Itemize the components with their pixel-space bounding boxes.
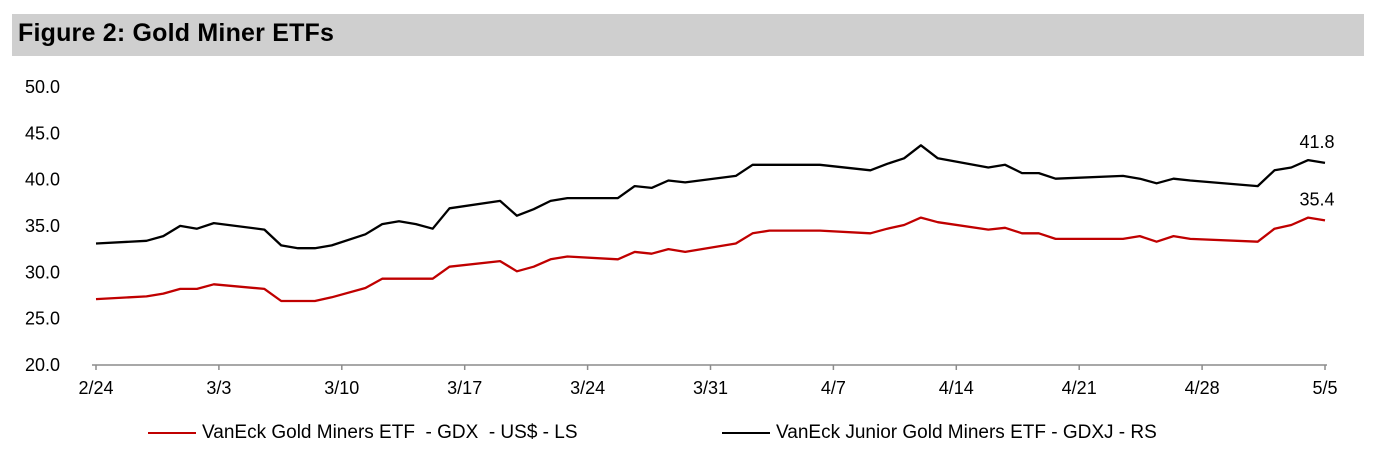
series-line-gdx [95, 216, 1326, 303]
x-tick-label: 3/17 [447, 378, 482, 398]
y-tick-label: 25.0 [25, 309, 60, 329]
y-tick-label: 30.0 [25, 262, 60, 282]
end-value-label-gdx: 35.4 [1299, 189, 1334, 209]
legend-label-gdx: VanEck Gold Miners ETF - GDX - US$ - LS [202, 422, 578, 443]
x-tick-label: 4/28 [1185, 378, 1220, 398]
legend-label-gdxj: VanEck Junior Gold Miners ETF - GDXJ - R… [776, 422, 1157, 443]
y-tick-label: 20.0 [25, 355, 60, 375]
x-tick-label: 3/10 [324, 378, 359, 398]
x-tick-label: 3/31 [693, 378, 728, 398]
x-tick-label: 3/24 [570, 378, 605, 398]
y-tick-label: 50.0 [25, 77, 60, 97]
x-tick-label: 4/21 [1062, 378, 1097, 398]
y-tick-label: 45.0 [25, 123, 60, 143]
legend-swatch-gdxj [722, 431, 770, 435]
end-value-label-gdxj: 41.8 [1299, 132, 1334, 152]
x-tick-label: 4/7 [821, 378, 846, 398]
chart-legend: VanEck Gold Miners ETF - GDX - US$ - LS … [0, 420, 1374, 446]
series-line-gdxj [95, 144, 1326, 250]
legend-item-gdxj: VanEck Junior Gold Miners ETF - GDXJ - R… [722, 420, 1157, 446]
y-tick-label: 40.0 [25, 170, 60, 190]
x-tick-label: 2/24 [78, 378, 113, 398]
legend-swatch-gdx [148, 431, 196, 435]
figure-title-bar: Figure 2: Gold Miner ETFs [12, 14, 1364, 56]
x-tick-label: 4/14 [939, 378, 974, 398]
x-tick-label: 5/5 [1312, 378, 1337, 398]
y-tick-label: 35.0 [25, 216, 60, 236]
legend-item-gdx: VanEck Gold Miners ETF - GDX - US$ - LS [148, 420, 578, 446]
x-tick-label: 3/3 [206, 378, 231, 398]
figure-title: Figure 2: Gold Miner ETFs [18, 19, 335, 47]
